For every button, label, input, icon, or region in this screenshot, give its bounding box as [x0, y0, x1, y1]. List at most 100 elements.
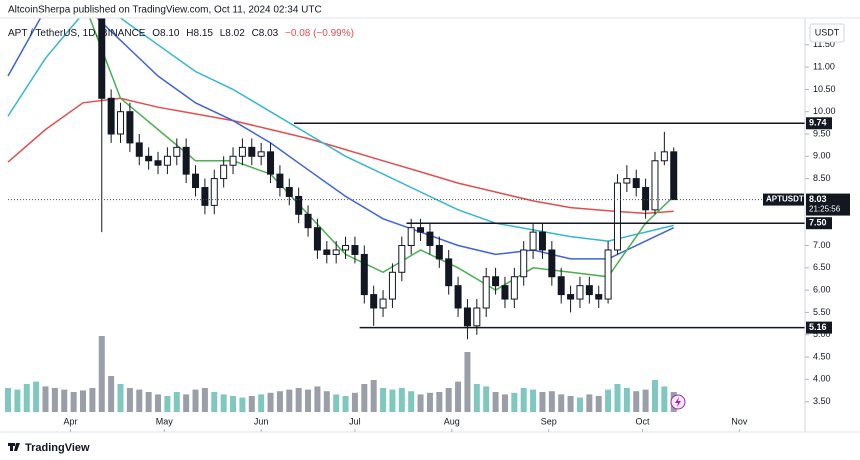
candle-body — [445, 258, 453, 287]
volume-bar — [389, 389, 396, 412]
last-price-box — [806, 193, 850, 216]
candle-body — [520, 249, 528, 278]
y-tick-label: 4.50 — [813, 351, 831, 361]
candle-body — [145, 155, 153, 162]
y-tick-label: 11.50 — [813, 39, 835, 49]
candle-body — [182, 146, 190, 175]
y-tick-label: 5.00 — [813, 329, 831, 339]
candle-body — [613, 182, 621, 251]
candle-body — [107, 97, 115, 135]
candle-body — [501, 285, 509, 300]
volume-bar — [333, 394, 340, 412]
volume-bar — [201, 388, 208, 412]
volume-bar — [70, 392, 77, 412]
x-tick-label: Aug — [444, 416, 460, 426]
candle-body — [173, 146, 181, 157]
candle-body — [426, 231, 434, 247]
volume-bar — [558, 394, 565, 412]
volume-bar — [305, 389, 312, 412]
candle-body — [267, 151, 275, 175]
volume-bar — [126, 388, 133, 412]
candle-body — [557, 276, 565, 296]
volume-bar — [605, 389, 612, 412]
symbol-box — [763, 193, 804, 206]
volume-bar — [192, 389, 199, 412]
candle-body — [538, 231, 546, 251]
y-tick-label: 10.00 — [813, 106, 836, 116]
volume-bar — [136, 389, 143, 412]
candle-body — [98, 18, 106, 99]
volume-bar — [539, 392, 546, 412]
candle-body — [548, 249, 556, 278]
volume-bar — [455, 381, 462, 412]
candle-body — [126, 111, 134, 144]
candle-body — [595, 294, 603, 300]
candle-body — [210, 178, 218, 206]
candle-body — [632, 178, 640, 189]
x-tick-label: Jun — [254, 416, 269, 426]
volume-bar — [145, 392, 152, 412]
symbol-legend: APT / TetherUS, 1D, BINANCE O8.10 H8.15 … — [8, 28, 354, 39]
volume-bar — [417, 394, 424, 412]
volume-bar — [295, 388, 302, 412]
volume-bar — [5, 388, 11, 412]
candle-body — [323, 249, 331, 255]
volume-bar — [642, 389, 649, 412]
volume-bar — [623, 388, 630, 412]
volume-bar — [173, 392, 180, 412]
volume-bar — [230, 396, 237, 412]
candle-body — [192, 173, 200, 189]
candle-body — [604, 249, 612, 300]
candle-body — [163, 155, 171, 166]
volume-bar — [314, 386, 321, 412]
candle-body — [492, 276, 500, 287]
volume-bar — [89, 388, 96, 412]
candle-body — [304, 213, 312, 229]
candle-body — [435, 245, 443, 260]
volume-bar — [183, 394, 190, 412]
candle-body — [276, 173, 284, 189]
volume-bar — [361, 384, 368, 412]
candle-body — [585, 285, 593, 296]
level-label-box — [806, 321, 832, 334]
candle-body — [463, 307, 471, 327]
volume-bar — [501, 394, 508, 412]
volume-bar — [14, 389, 21, 412]
volume-bar — [164, 396, 171, 412]
volume-bar — [342, 396, 349, 412]
volume-bar — [286, 389, 293, 412]
x-tick-label: Nov — [731, 416, 748, 426]
volume-bar — [567, 396, 574, 412]
symbol: APT / TetherUS, 1D, BINANCE — [8, 28, 146, 39]
volume-bar — [398, 388, 405, 412]
legend-value: L8.02 — [220, 28, 245, 39]
volume-bar — [511, 392, 518, 412]
volume-bar — [98, 336, 105, 412]
x-tick-label: Sep — [541, 416, 557, 426]
candle-body — [229, 155, 237, 166]
x-tick-label: Oct — [635, 416, 650, 426]
countdown: 21:25:56 — [809, 205, 841, 214]
candle-body — [660, 151, 668, 162]
volume-bar — [108, 376, 115, 412]
candle-body — [623, 178, 631, 184]
level-label: 5.16 — [809, 322, 827, 332]
candle-body — [417, 227, 425, 233]
candle-body — [398, 245, 406, 273]
volume-bar — [267, 392, 274, 412]
volume-bar — [445, 388, 452, 412]
candle-body — [407, 227, 415, 247]
candle-body — [201, 187, 209, 206]
logo — [8, 443, 20, 451]
level-label: 9.74 — [809, 118, 827, 128]
candle-body — [351, 245, 359, 255]
candle-body — [342, 245, 350, 251]
candle-body — [135, 142, 143, 157]
candle-body — [651, 160, 659, 211]
y-tick-label: 8.50 — [813, 173, 831, 183]
legend-change: −0.08 (−0.99%) — [285, 28, 354, 39]
candle-body — [248, 146, 256, 157]
volume-bar — [370, 380, 377, 412]
volume-bar — [464, 352, 471, 412]
